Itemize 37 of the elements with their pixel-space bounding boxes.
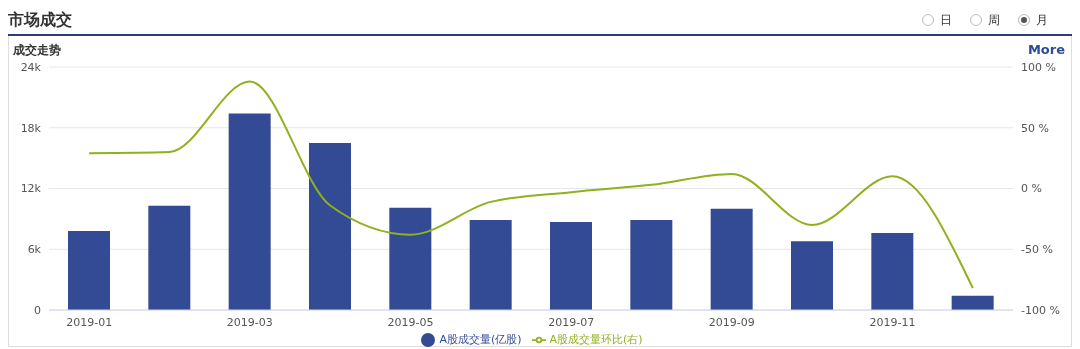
legend-label: A股成交量(亿股) xyxy=(439,333,522,346)
bar xyxy=(469,219,512,310)
bar xyxy=(309,142,351,310)
y-tick-label: 24k xyxy=(20,60,42,74)
x-tick-label: 2019-01 xyxy=(66,315,113,329)
bar xyxy=(228,113,271,310)
y-tick-label: 18k xyxy=(20,121,42,135)
bar xyxy=(871,233,914,310)
text: 月 xyxy=(1035,12,1048,27)
line-series xyxy=(88,80,974,290)
x-tick-label: 2019-03 xyxy=(226,315,273,329)
bar xyxy=(68,231,110,310)
bar xyxy=(710,208,753,310)
y2-tick-label: -100 % xyxy=(1021,303,1060,317)
y-tick-label: 0 xyxy=(34,303,41,317)
bar xyxy=(791,241,833,310)
chart-title: 市场成交 xyxy=(8,9,72,31)
x-tick-label: 2019-11 xyxy=(869,315,916,329)
chart-subtitle: 成交走势 xyxy=(13,42,61,59)
bar xyxy=(630,219,673,310)
bar xyxy=(951,295,994,310)
bar xyxy=(550,221,592,310)
y2-tick-label: 0 % xyxy=(1021,182,1042,196)
x-tick-label: 2019-07 xyxy=(548,315,595,329)
y-tick-label: 12k xyxy=(20,182,42,196)
text: 日 xyxy=(939,12,952,27)
x-tick-label: 2019-05 xyxy=(387,315,434,329)
y2-tick-label: 100 % xyxy=(1021,60,1056,74)
text: More xyxy=(1027,42,1065,59)
y-tick-label: 6k xyxy=(27,243,42,257)
bar xyxy=(389,207,432,310)
y2-tick-label: -50 % xyxy=(1021,243,1053,257)
x-tick-label: 2019-09 xyxy=(708,315,755,329)
text: 周 xyxy=(987,12,1000,27)
bar xyxy=(148,205,191,310)
legend-label: A股成交量环比(右) xyxy=(549,333,643,346)
y2-tick-label: 50 % xyxy=(1021,121,1049,135)
